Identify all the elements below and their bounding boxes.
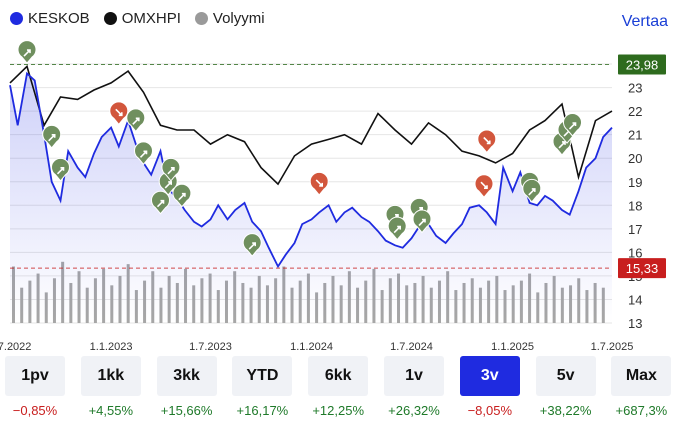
period-1v: 1v +26,32% [384, 356, 444, 418]
period-3kk: 3kk +15,66% [156, 356, 217, 418]
keskob-line [9, 71, 613, 269]
up-arrow-marker-icon[interactable] [242, 233, 262, 257]
y-tick-label: 19 [628, 175, 642, 190]
down-arrow-marker-icon[interactable] [477, 129, 497, 154]
up-arrow-marker-icon[interactable] [42, 124, 62, 149]
reference-badge [618, 258, 666, 279]
up-arrow-marker-icon[interactable] [387, 216, 407, 241]
period-change: +38,22% [539, 403, 592, 418]
period-max: Max +687,3% [611, 356, 672, 418]
price-chart: 1314151617181920212223241.7.20221.1.2023… [0, 40, 666, 353]
legend-dot-icon [103, 12, 117, 25]
legend-label: OMXHPI [121, 10, 181, 27]
down-arrow-marker-icon[interactable] [474, 174, 494, 198]
period-ytd: YTD +16,17% [232, 356, 293, 418]
keskob-area [10, 73, 612, 323]
y-tick-label: 22 [628, 104, 642, 119]
y-tick-label: 20 [628, 151, 642, 166]
period-button-max[interactable]: Max [611, 356, 672, 396]
legend-item-volyymi[interactable]: Volyymi [194, 10, 265, 27]
legend-dot-icon [194, 12, 208, 25]
up-arrow-marker-icon[interactable] [17, 40, 37, 64]
up-arrow-marker-icon[interactable] [172, 183, 192, 208]
period-change: −8,05% [467, 403, 513, 418]
y-tick-label: 13 [628, 316, 642, 331]
period-change: +26,32% [388, 403, 440, 418]
legend-label: Volyymi [212, 10, 265, 27]
period-selector: 1pv −0,85% 1kk +4,55% 3kk +15,66% YTD +16,17% 6k… [0, 356, 690, 432]
reference-value-label: 15,33 [626, 261, 659, 276]
y-tick-label: 14 [628, 292, 642, 307]
x-tick-label: 1.1.2024 [290, 341, 333, 353]
up-arrow-marker-icon[interactable] [151, 190, 170, 215]
period-change: +15,66% [160, 403, 213, 418]
period-1kk: 1kk +4,55% [80, 356, 141, 418]
period-change: −0,85% [12, 403, 58, 418]
period-button-3kk[interactable]: 3kk [156, 356, 217, 396]
period-change: +687,3% [615, 403, 668, 418]
period-5v: 5v +38,22% [535, 356, 596, 418]
down-arrow-marker-icon[interactable] [109, 101, 129, 126]
period-change: +4,55% [88, 403, 134, 418]
reference-value-label: 23,98 [626, 58, 659, 73]
period-button-5v[interactable]: 5v [535, 356, 596, 396]
x-tick-label: 1.1.2025 [491, 341, 534, 353]
omxhpi-line [9, 64, 613, 186]
compare-button[interactable]: Vertaa [621, 13, 668, 30]
legend-label: KESKOB [28, 10, 90, 27]
up-arrow-marker-icon[interactable] [412, 209, 432, 234]
period-change: +12,25% [312, 403, 365, 418]
period-3v: 3v −8,05% [459, 356, 520, 418]
legend-item-omxhpi[interactable]: OMXHPI [103, 10, 181, 27]
period-button-3v[interactable]: 3v [459, 356, 520, 396]
legend-item-keskob[interactable]: KESKOB [10, 10, 90, 27]
y-tick-label: 21 [628, 128, 642, 143]
period-button-6kk[interactable]: 6kk [308, 356, 369, 396]
x-tick-label: 1.1.2023 [90, 341, 133, 353]
period-button-1v[interactable]: 1v [384, 356, 444, 396]
period-6kk: 6kk +12,25% [308, 356, 369, 418]
period-change: +16,17% [236, 403, 289, 418]
x-tick-label: 1.7.2022 [0, 341, 31, 353]
period-1pv: 1pv −0,85% [5, 356, 65, 418]
y-tick-label: 23 [628, 81, 642, 96]
period-button-1pv[interactable]: 1pv [5, 356, 65, 396]
y-tick-label: 18 [628, 198, 642, 213]
legend-dot-icon [10, 12, 23, 25]
chart-legend: KESKOB OMXHPI Volyymi [10, 10, 265, 27]
y-tick-label: 16 [628, 245, 642, 260]
reference-badge [618, 54, 666, 75]
up-arrow-marker-icon[interactable] [126, 108, 146, 133]
y-tick-label: 17 [628, 222, 642, 237]
x-tick-label: 1.7.2024 [390, 341, 433, 353]
period-button-1kk[interactable]: 1kk [80, 356, 141, 396]
period-button-ytd[interactable]: YTD [232, 356, 293, 396]
x-tick-label: 1.7.2025 [591, 341, 634, 353]
up-arrow-marker-icon[interactable] [522, 178, 542, 203]
x-tick-label: 1.7.2023 [189, 341, 232, 353]
up-arrow-marker-icon[interactable] [563, 113, 582, 137]
up-arrow-marker-icon[interactable] [134, 141, 153, 166]
up-arrow-marker-icon[interactable] [161, 157, 181, 182]
down-arrow-marker-icon[interactable] [309, 171, 329, 196]
up-arrow-marker-icon[interactable] [51, 157, 70, 182]
